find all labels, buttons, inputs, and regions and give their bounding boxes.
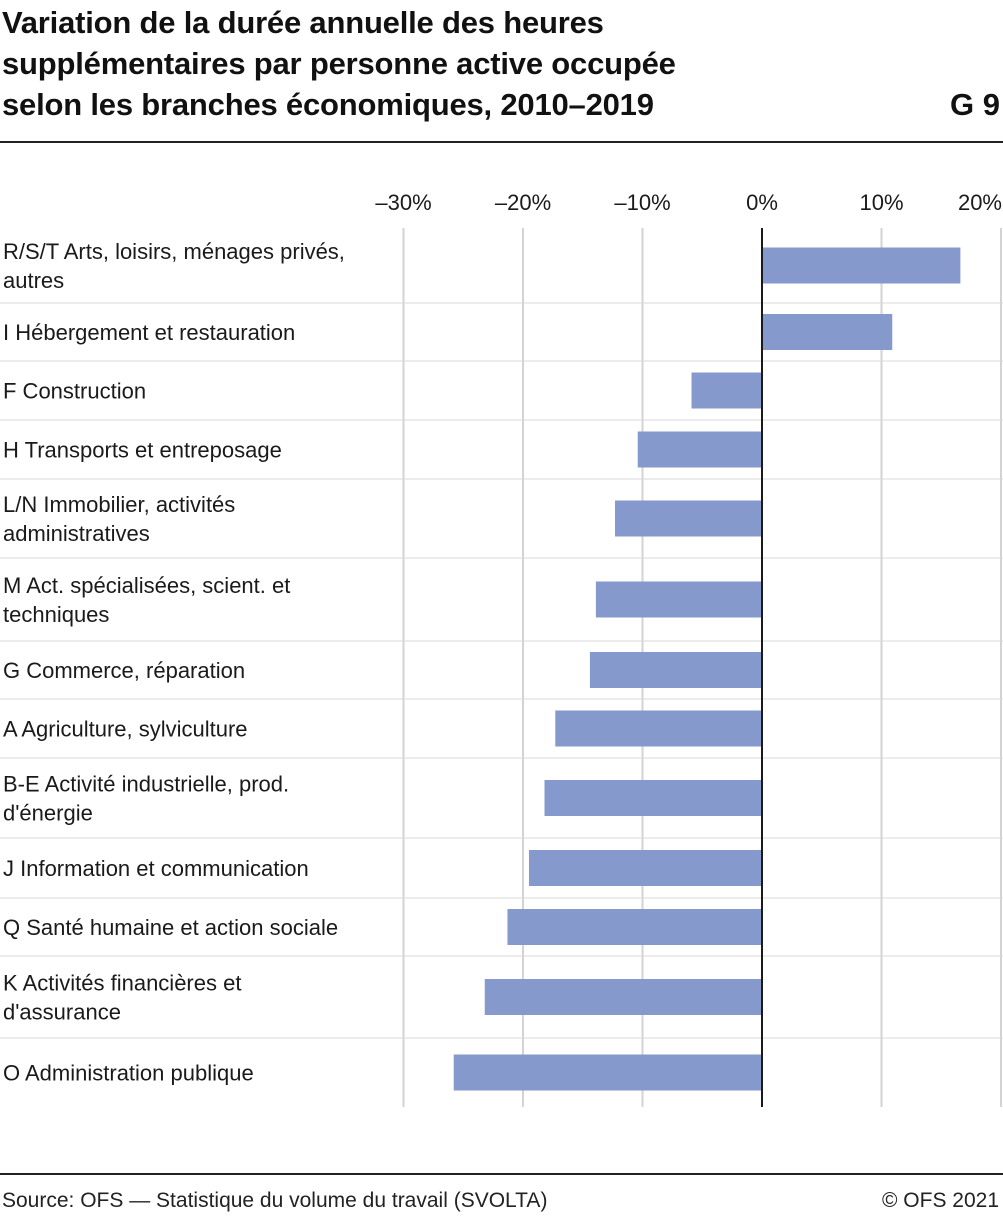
bar [589,652,762,688]
bar [762,314,893,350]
category-label-line: G Commerce, réparation [3,658,245,683]
category-label-line: autres [3,268,64,293]
category-label: Q Santé humaine et action sociale [3,915,338,940]
category-label: I Hébergement et restauration [3,320,295,345]
category-label: B-E Activité industrielle, prod. d'énergi… [3,772,289,826]
category-label: R/S/T Arts, loisirs, ménages privés, autr… [3,239,345,293]
x-tick-label: 20% [958,190,1002,215]
bar [595,581,762,618]
category-label-line: H Transports et entreposage [3,438,282,463]
bar [544,780,762,816]
chart-title-line: selon les branches économiques, 2010–201… [2,87,654,122]
category-label-line: d'assurance [3,1000,121,1025]
category-label: M Act. spécialisées, scient. et technique… [3,573,290,627]
x-tick-label: –20% [495,190,551,215]
category-label-line: M Act. spécialisées, scient. et [3,573,290,598]
x-tick-label: 10% [859,190,903,215]
category-label: K Activités financières et d'assurance [3,971,241,1025]
bar [762,247,961,284]
category-label: F Construction [3,379,146,404]
bar [484,979,762,1015]
x-tick-label: –10% [614,190,670,215]
category-label-line: J Information et communication [3,856,309,881]
copyright-note: © OFS 2021 [881,1189,999,1212]
category-label-line: F Construction [3,379,146,404]
chart-title-line: Variation de la durée annuelle des heure… [2,5,604,40]
bar [555,710,762,747]
category-label: J Information et communication [3,856,309,881]
category-label-line: d'énergie [3,801,93,826]
category-label: H Transports et entreposage [3,438,282,463]
bottom-rule [0,1173,1003,1175]
category-label-line: R/S/T Arts, loisirs, ménages privés, [3,239,345,264]
chart-title: Variation de la durée annuelle des heure… [2,2,902,125]
bar [691,372,762,409]
category-label-line: B-E Activité industrielle, prod. [3,772,289,797]
category-label: G Commerce, réparation [3,658,245,683]
x-tick-label: –30% [375,190,431,215]
category-label-line: K Activités financières et [3,971,241,996]
category-label: A Agriculture, sylviculture [3,717,248,742]
category-label-line: techniques [3,602,109,627]
category-label-line: Q Santé humaine et action sociale [3,915,338,940]
bar [507,909,762,945]
category-label-line: I Hébergement et restauration [3,320,295,345]
chart-title-line: supplémentaires par personne active occu… [2,46,676,81]
bar [528,850,762,886]
category-label-line: L/N Immobilier, activités [3,492,235,517]
bar [637,431,762,468]
category-label: L/N Immobilier, activités administratives [3,492,235,546]
x-tick-label: 0% [746,190,778,215]
top-rule [0,141,1003,143]
category-label: O Administration publique [3,1061,254,1086]
source-note: Source: OFS — Statistique du volume du t… [2,1189,548,1212]
chart-number: G 9 [950,87,1000,122]
category-label-line: O Administration publique [3,1061,254,1086]
category-label-line: administratives [3,521,150,546]
bar [453,1054,762,1091]
category-label-line: A Agriculture, sylviculture [3,717,248,742]
bar [615,500,762,537]
